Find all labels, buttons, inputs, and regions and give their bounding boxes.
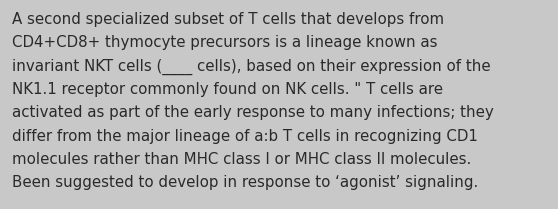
Text: molecules rather than MHC class I or MHC class II molecules.: molecules rather than MHC class I or MHC… xyxy=(12,152,472,167)
Text: invariant NKT cells (____ cells), based on their expression of the: invariant NKT cells (____ cells), based … xyxy=(12,59,490,75)
Text: NK1.1 receptor commonly found on NK cells. " T cells are: NK1.1 receptor commonly found on NK cell… xyxy=(12,82,443,97)
Text: activated as part of the early response to many infections; they: activated as part of the early response … xyxy=(12,105,494,120)
Text: differ from the major lineage of a:b T cells in recognizing CD1: differ from the major lineage of a:b T c… xyxy=(12,129,478,144)
Text: A second specialized subset of T cells that develops from: A second specialized subset of T cells t… xyxy=(12,12,444,27)
Text: CD4+CD8+ thymocyte precursors is a lineage known as: CD4+CD8+ thymocyte precursors is a linea… xyxy=(12,35,437,50)
Text: Been suggested to develop in response to ‘agonist’ signaling.: Been suggested to develop in response to… xyxy=(12,175,478,190)
